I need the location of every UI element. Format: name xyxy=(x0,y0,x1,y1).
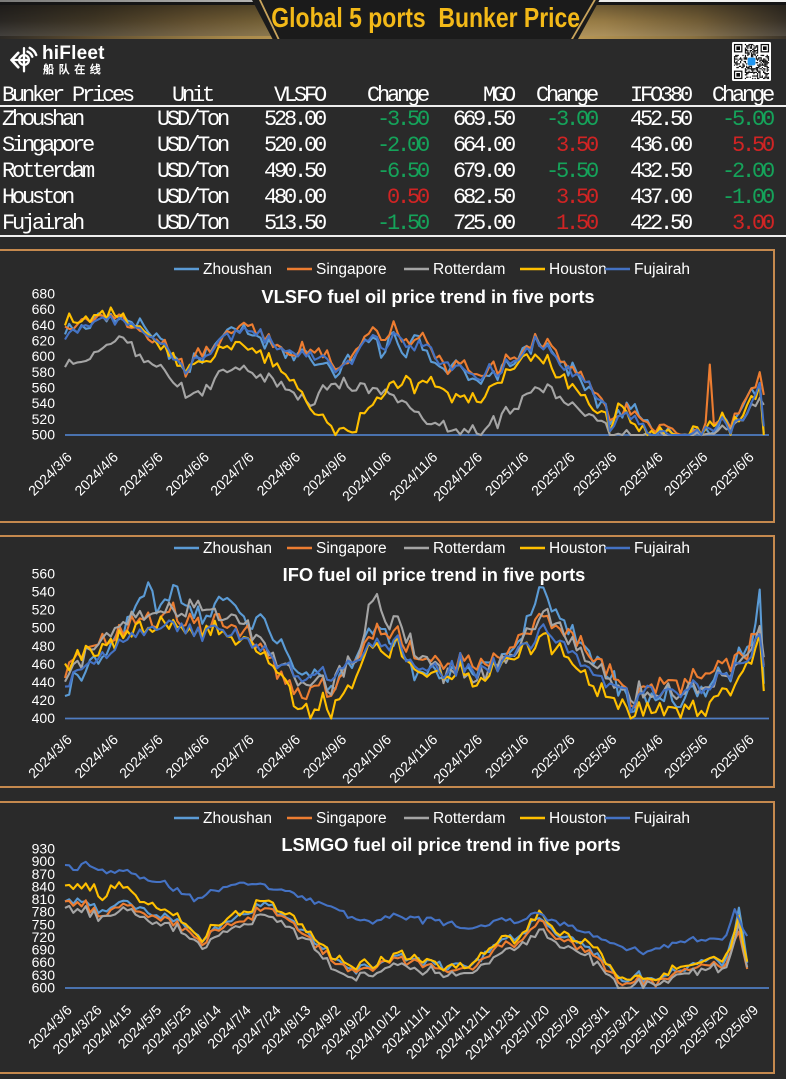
svg-text:IFO fuel oil price trend in fi: IFO fuel oil price trend in five ports xyxy=(283,564,586,585)
svg-text:2024/3/6: 2024/3/6 xyxy=(25,449,75,499)
svg-text:460: 460 xyxy=(32,656,56,672)
svg-text:2025/3/6: 2025/3/6 xyxy=(570,731,620,781)
svg-text:2024/12/6: 2024/12/6 xyxy=(430,449,486,505)
svg-text:Houston: Houston xyxy=(549,810,607,827)
svg-text:930: 930 xyxy=(32,841,56,857)
svg-text:660: 660 xyxy=(32,954,56,970)
svg-text:2025/6/6: 2025/6/6 xyxy=(707,731,757,781)
svg-text:540: 540 xyxy=(32,395,56,411)
svg-text:750: 750 xyxy=(32,916,56,932)
svg-text:560: 560 xyxy=(32,566,56,582)
svg-text:440: 440 xyxy=(32,674,56,690)
svg-text:2024/8/6: 2024/8/6 xyxy=(253,731,303,781)
svg-text:2024/4/6: 2024/4/6 xyxy=(71,449,121,499)
svg-text:2025/1/6: 2025/1/6 xyxy=(482,449,532,499)
svg-text:Houston: Houston xyxy=(549,261,607,278)
svg-text:2024/7/6: 2024/7/6 xyxy=(207,449,257,499)
svg-text:630: 630 xyxy=(32,967,56,983)
svg-text:720: 720 xyxy=(32,929,56,945)
svg-text:840: 840 xyxy=(32,878,56,894)
svg-text:600: 600 xyxy=(32,348,56,364)
svg-text:2024/8/6: 2024/8/6 xyxy=(253,449,303,499)
svg-text:2025/2/6: 2025/2/6 xyxy=(528,731,578,781)
svg-text:560: 560 xyxy=(32,380,56,396)
svg-text:2025/2/6: 2025/2/6 xyxy=(528,449,578,499)
svg-text:2025/4/6: 2025/4/6 xyxy=(616,731,666,781)
svg-text:Fujairah: Fujairah xyxy=(634,540,690,557)
svg-text:2024/10/6: 2024/10/6 xyxy=(339,449,395,505)
svg-text:640: 640 xyxy=(32,317,56,333)
svg-text:870: 870 xyxy=(32,866,56,882)
svg-text:Zhoushan: Zhoushan xyxy=(203,261,272,278)
svg-text:780: 780 xyxy=(32,904,56,920)
svg-text:2025/4/6: 2025/4/6 xyxy=(616,449,666,499)
svg-text:420: 420 xyxy=(32,692,56,708)
svg-text:580: 580 xyxy=(32,364,56,380)
svg-text:Zhoushan: Zhoushan xyxy=(203,540,272,557)
svg-text:2025/1/6: 2025/1/6 xyxy=(482,731,532,781)
svg-text:Fujairah: Fujairah xyxy=(634,261,690,278)
svg-text:2025/3/6: 2025/3/6 xyxy=(570,449,620,499)
svg-text:810: 810 xyxy=(32,891,56,907)
svg-text:2025/5/6: 2025/5/6 xyxy=(661,731,711,781)
svg-text:Singapore: Singapore xyxy=(316,261,387,278)
svg-text:Rotterdam: Rotterdam xyxy=(433,261,505,278)
svg-text:2024/5/6: 2024/5/6 xyxy=(116,449,166,499)
svg-text:2025/6/6: 2025/6/6 xyxy=(707,449,757,499)
svg-text:2024/7/6: 2024/7/6 xyxy=(207,731,257,781)
svg-text:Singapore: Singapore xyxy=(316,540,387,557)
svg-text:2025/5/6: 2025/5/6 xyxy=(661,449,711,499)
svg-text:2024/4/6: 2024/4/6 xyxy=(71,731,121,781)
svg-text:2024/12/6: 2024/12/6 xyxy=(430,731,486,787)
svg-text:480: 480 xyxy=(32,638,56,654)
svg-text:2024/5/6: 2024/5/6 xyxy=(116,731,166,781)
svg-text:600: 600 xyxy=(32,980,56,996)
svg-text:Rotterdam: Rotterdam xyxy=(433,540,505,557)
svg-text:Houston: Houston xyxy=(549,540,607,557)
svg-text:690: 690 xyxy=(32,942,56,958)
svg-text:2024/6/6: 2024/6/6 xyxy=(162,449,212,499)
svg-text:LSMGO fuel oil price trend in: LSMGO fuel oil price trend in five ports xyxy=(281,834,620,855)
svg-text:2024/3/6: 2024/3/6 xyxy=(25,731,75,781)
svg-text:VLSFO fuel oil price trend in: VLSFO fuel oil price trend in five ports xyxy=(261,286,594,307)
svg-text:680: 680 xyxy=(32,286,56,302)
svg-text:Rotterdam: Rotterdam xyxy=(433,810,505,827)
svg-text:900: 900 xyxy=(32,853,56,869)
svg-text:Zhoushan: Zhoushan xyxy=(203,810,272,827)
svg-text:Singapore: Singapore xyxy=(316,810,387,827)
svg-text:520: 520 xyxy=(32,411,56,427)
svg-text:400: 400 xyxy=(32,710,56,726)
svg-text:500: 500 xyxy=(32,427,56,443)
svg-text:660: 660 xyxy=(32,301,56,317)
svg-text:2024/10/6: 2024/10/6 xyxy=(339,731,395,787)
svg-text:500: 500 xyxy=(32,620,56,636)
svg-text:Fujairah: Fujairah xyxy=(634,810,690,827)
svg-text:620: 620 xyxy=(32,333,56,349)
svg-text:2024/6/6: 2024/6/6 xyxy=(162,731,212,781)
svg-text:540: 540 xyxy=(32,584,56,600)
svg-text:520: 520 xyxy=(32,602,56,618)
